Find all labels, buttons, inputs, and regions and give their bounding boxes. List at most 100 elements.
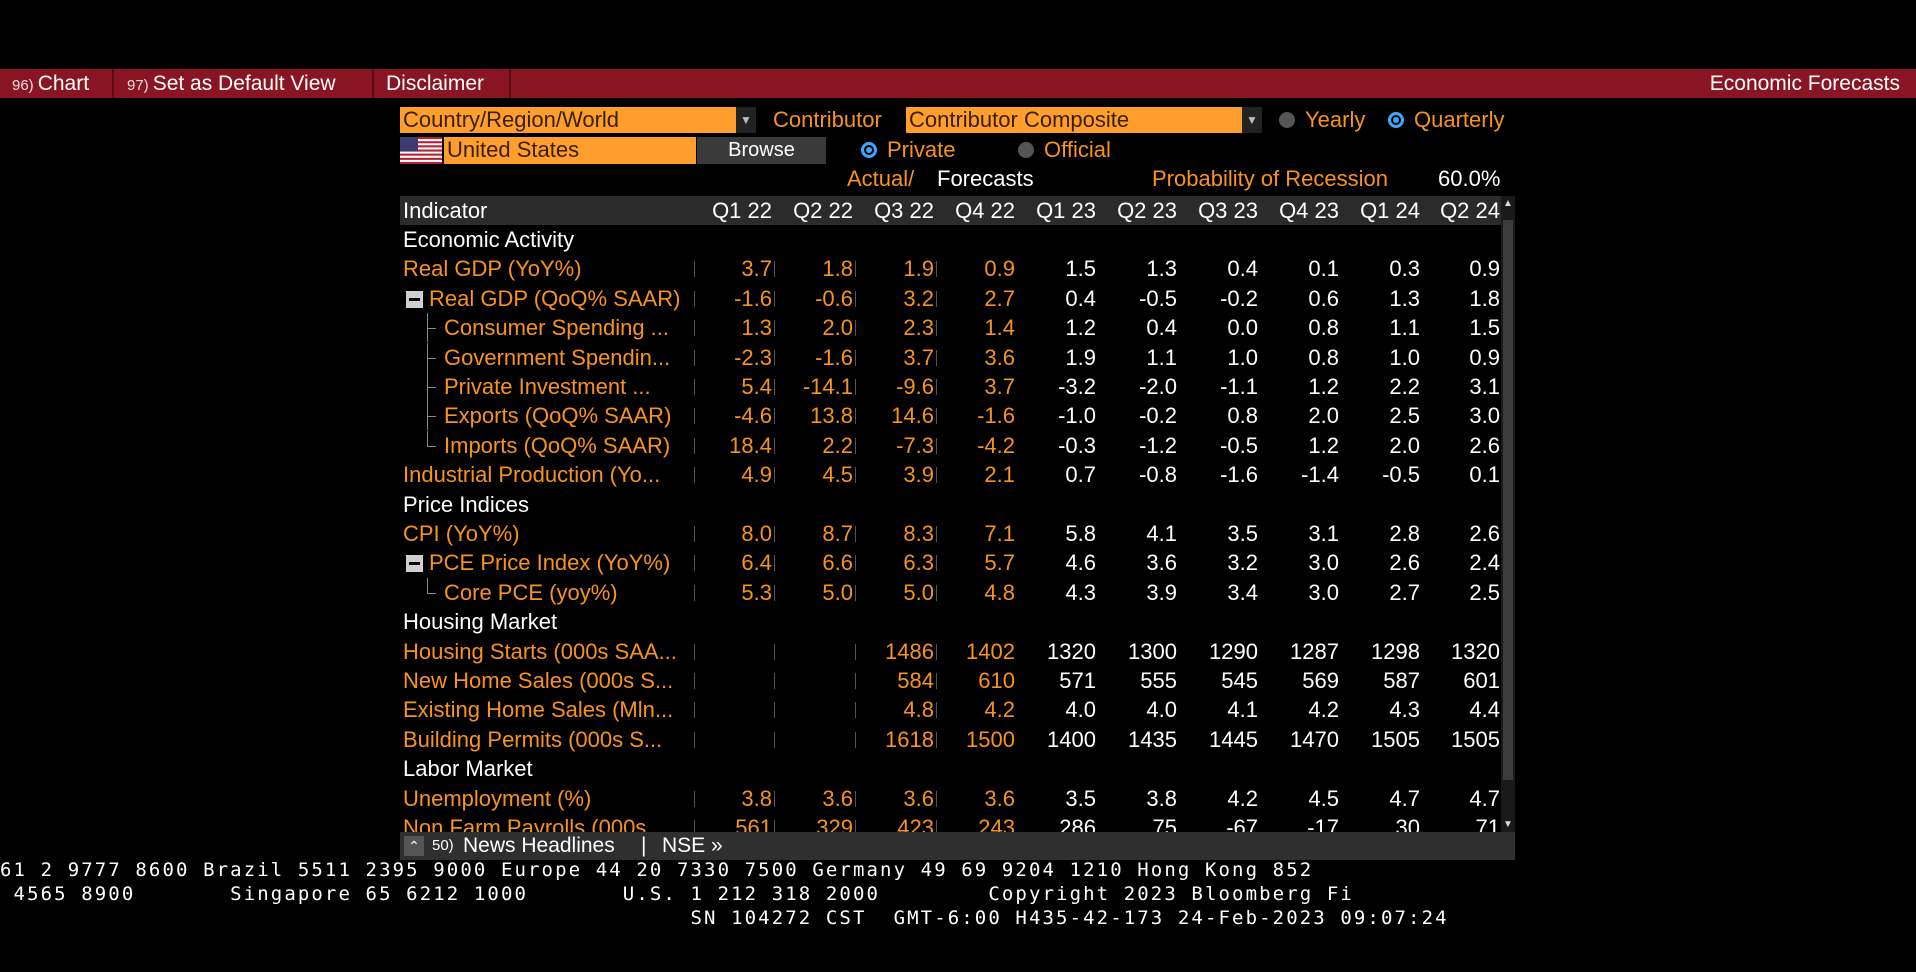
row-label: Unemployment (%): [403, 785, 592, 811]
table-cell: 1.2: [1308, 374, 1339, 399]
table-row[interactable]: Building Permits (000s S... 1618 1500 1400 1…: [400, 725, 1500, 754]
chart-button[interactable]: 96) Chart: [12, 69, 89, 98]
table-cell: 4.2: [1227, 785, 1258, 811]
quarterly-label[interactable]: Quarterly: [1414, 107, 1505, 132]
indicator-header[interactable]: Indicator: [403, 198, 488, 223]
table-row[interactable]: Unemployment (%) 3.8 3.6 3.6 3.6 3.5 3.8 4.2 4.5…: [400, 784, 1500, 813]
scrollbar[interactable]: ▲ ▼: [1501, 196, 1515, 832]
scroll-down-icon[interactable]: ▼: [1503, 819, 1513, 830]
column-divider: [774, 437, 775, 454]
official-radio[interactable]: [1018, 142, 1034, 158]
region-dropdown[interactable]: Country/Region/World: [400, 107, 736, 133]
table-cell: -0.8: [1139, 462, 1177, 488]
column-header[interactable]: Q4 23: [1279, 198, 1339, 223]
column-header[interactable]: Q2 24: [1440, 198, 1500, 223]
news-headlines-link[interactable]: News Headlines: [463, 834, 615, 857]
table-row[interactable]: Consumer Spending ... 1.3 2.0 2.3 1.4 1.2 0.4 0…: [400, 313, 1500, 343]
table-cell: 569: [1302, 668, 1339, 693]
column-header[interactable]: Q4 22: [955, 198, 1015, 223]
scroll-thumb[interactable]: [1503, 220, 1513, 780]
table-row[interactable]: Housing Starts (000s SAA... 1486 1402 1320 1…: [400, 637, 1500, 666]
expand-icon[interactable]: ⌃: [404, 836, 424, 856]
chart-label: Chart: [37, 72, 90, 95]
table-cell: 286: [1059, 815, 1096, 832]
table-row[interactable]: CPI (YoY%) 8.0 8.7 8.3 7.1 5.8 4.1 3.5 3.1 2.8 2.6: [400, 519, 1500, 548]
country-field[interactable]: United States: [444, 137, 696, 164]
table-cell: 3.6: [984, 785, 1015, 811]
official-label[interactable]: Official: [1044, 137, 1111, 162]
column-divider: [855, 673, 856, 689]
collapse-icon[interactable]: [406, 555, 423, 573]
private-label[interactable]: Private: [887, 137, 956, 162]
table-cell: 8.0: [741, 521, 772, 546]
column-divider: [694, 408, 695, 425]
table-row[interactable]: Exports (QoQ% SAAR) -4.6 13.8 14.6 -1.6 -1.0 -…: [400, 401, 1500, 431]
column-header[interactable]: Q1 24: [1360, 198, 1420, 223]
column-header[interactable]: Q1 23: [1036, 198, 1096, 223]
table-row[interactable]: Private Investment ... 5.4 -14.1 -9.6 3.7 -3.…: [400, 372, 1500, 401]
private-radio[interactable]: [861, 142, 877, 158]
row-label: Private Investment ...: [444, 374, 651, 399]
disclaimer-button[interactable]: Disclaimer: [386, 72, 485, 95]
table-cell: -0.2: [1139, 403, 1177, 429]
table-row[interactable]: Imports (QoQ% SAAR) 18.4 2.2 -7.3 -4.2 -0.3 -1…: [400, 430, 1500, 460]
table-cell: 2.5: [1389, 403, 1420, 429]
column-divider: [855, 643, 856, 660]
table-cell: 2.2: [822, 432, 853, 458]
table-cell: -1.6: [1220, 462, 1258, 488]
column-divider: [774, 673, 775, 689]
nse-link[interactable]: NSE »: [662, 834, 723, 857]
table-row[interactable]: Government Spendin... -2.3 -1.6 3.7 3.6 1.9 1.…: [400, 342, 1500, 372]
chevron-down-icon[interactable]: ▼: [1242, 107, 1262, 133]
yearly-label[interactable]: Yearly: [1305, 107, 1366, 132]
column-divider: [774, 555, 775, 572]
table-row[interactable]: Real GDP (QoQ% SAAR) -1.6 -0.6 3.2 2.7 0.4 -0.…: [400, 284, 1500, 313]
collapse-icon[interactable]: [406, 290, 423, 308]
column-header[interactable]: Q1 22: [712, 198, 772, 223]
contributor-dropdown[interactable]: Contributor Composite: [906, 107, 1242, 133]
table-cell: 14.6: [891, 403, 934, 429]
table-row[interactable]: Real GDP (YoY%) 3.7 1.8 1.9 0.9 1.5 1.3 0.4 0.1 0…: [400, 254, 1500, 283]
column-divider: [774, 584, 775, 601]
table-cell: 0.9: [1469, 344, 1500, 370]
table-row[interactable]: Industrial Production (Yo... 4.9 4.5 3.9 2.1…: [400, 460, 1500, 489]
page-title: Economic Forecasts: [1709, 72, 1900, 95]
table-cell: 4.2: [984, 697, 1015, 723]
table-cell: 3.7: [984, 374, 1015, 399]
table-row[interactable]: Non Farm Payrolls (000s... 561 329 423 243 28…: [400, 813, 1500, 832]
table-row[interactable]: Core PCE (yoy%) 5.3 5.0 5.0 4.8 4.3 3.9 3.4 3.0 2…: [400, 577, 1500, 607]
table-cell: -0.5: [1139, 285, 1177, 311]
scroll-up-icon[interactable]: ▲: [1503, 198, 1513, 209]
table-cell: 2.0: [1389, 432, 1420, 458]
column-divider: [855, 731, 856, 748]
table-cell: 75: [1152, 815, 1177, 832]
column-header[interactable]: Q2 23: [1117, 198, 1177, 223]
table-row[interactable]: PCE Price Index (YoY%) 6.4 6.6 6.3 5.7 4.6 3.6…: [400, 548, 1500, 577]
table-cell: 1.1: [1389, 315, 1420, 341]
set-default-view-button[interactable]: 97) Set as Default View: [127, 69, 336, 98]
table-cell: -1.6: [815, 344, 853, 370]
column-header[interactable]: Q2 22: [793, 198, 853, 223]
row-label: Real GDP (YoY%): [403, 256, 582, 282]
browse-button[interactable]: Browse: [697, 137, 826, 164]
table-cell: 329: [816, 815, 853, 832]
quarterly-radio[interactable]: [1388, 112, 1404, 128]
table-row[interactable]: New Home Sales (000s S... 584 610 571 555 545…: [400, 666, 1500, 695]
table-cell: -67: [1226, 815, 1258, 832]
us-flag-icon: [400, 137, 442, 164]
column-header[interactable]: Q3 22: [874, 198, 934, 223]
table-cell: 3.7: [903, 344, 934, 370]
column-divider: [694, 702, 695, 719]
table-cell: 2.7: [984, 285, 1015, 311]
table-row[interactable]: Existing Home Sales (Mln... 4.8 4.2 4.0 4.0 4…: [400, 695, 1500, 724]
table-cell: 601: [1463, 668, 1500, 693]
actual-label: Actual/: [847, 166, 915, 191]
table-cell: 4.1: [1227, 697, 1258, 723]
table-cell: 4.8: [903, 697, 934, 723]
column-divider: [936, 408, 937, 425]
yearly-radio[interactable]: [1279, 112, 1295, 128]
chevron-down-icon[interactable]: ▼: [736, 107, 756, 133]
column-header[interactable]: Q3 23: [1198, 198, 1258, 223]
table-cell: 1470: [1290, 726, 1339, 752]
forecast-table: Indicator Q1 22 Q2 22 Q3 22 Q4 22 Q1 23 Q2 23…: [400, 196, 1515, 832]
